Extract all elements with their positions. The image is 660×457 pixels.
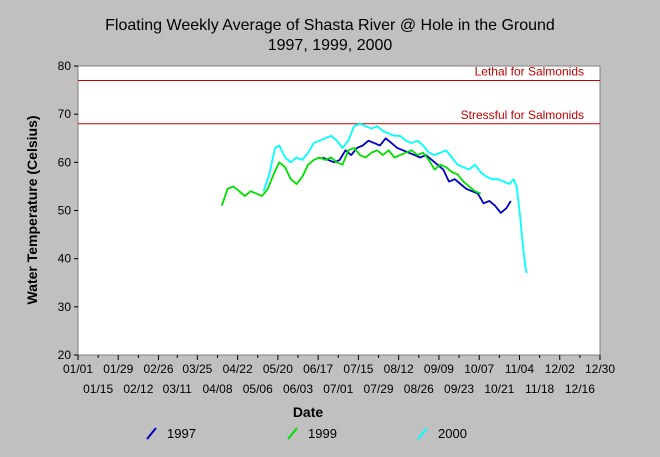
y-tick-label: 50: [58, 204, 72, 218]
legend: 1997 1999 2000: [146, 426, 467, 441]
x-tick-label: 01/29: [103, 362, 133, 376]
y-tick-label: 80: [58, 59, 72, 73]
x-tick-label: 05/06: [243, 382, 273, 396]
x-tick-label: 09/09: [424, 362, 454, 376]
legend-label: 1997: [167, 426, 196, 441]
series-line-1999: [220, 146, 481, 206]
chart-subtitle: 1997, 1999, 2000: [268, 37, 393, 54]
legend-label: 1999: [308, 426, 337, 441]
legend-swatch: [287, 427, 298, 440]
x-tick-label: 10/07: [464, 362, 494, 376]
x-tick-label: 12/02: [545, 362, 575, 376]
x-tick-label: 06/03: [283, 382, 313, 396]
plot-area: [77, 65, 601, 356]
x-tick-label: 08/26: [404, 382, 434, 396]
x-tick-label: 02/26: [144, 362, 174, 376]
x-axis: 01/01 01/29 02/26 03/25 04/22 05/20 06/17 07/15…: [63, 355, 615, 396]
y-tick-label: 60: [58, 155, 72, 169]
y-tick-label: 40: [58, 252, 72, 266]
x-tick-label: 08/12: [384, 362, 414, 376]
chart-title: Floating Weekly Average of Shasta River …: [105, 17, 555, 34]
x-tick-label: 03/11: [163, 382, 192, 396]
y-tick-label: 70: [58, 107, 72, 121]
y-tick-label: 20: [58, 348, 72, 362]
x-tick-label: 12/30: [585, 362, 615, 376]
reference-line-label: Stressful for Salmonids: [461, 108, 584, 122]
y-axis: 20 30 40 50 60 70 80: [58, 59, 78, 362]
x-tick-label: 07/15: [343, 362, 373, 376]
series-lines: [220, 122, 528, 274]
x-tick-label: 01/15: [83, 382, 113, 396]
y-tick-label: 30: [58, 300, 72, 314]
x-tick-label: 11/18: [525, 382, 554, 396]
x-tick-label: 07/29: [364, 382, 394, 396]
x-tick-label: 06/17: [303, 362, 333, 376]
reference-line-label: Lethal for Salmonids: [475, 64, 584, 78]
y-axis-title: Water Temperature (Celsius): [24, 115, 40, 304]
x-tick-label: 01/01: [63, 362, 93, 376]
reference-lines: Lethal for Salmonids Stressful for Salmon…: [78, 64, 600, 125]
x-axis-title: Date: [293, 404, 324, 420]
series-line-1997: [322, 137, 512, 214]
x-tick-label: 05/20: [263, 362, 293, 376]
x-tick-label: 10/21: [484, 382, 514, 396]
x-tick-label: 07/01: [323, 382, 353, 396]
x-tick-label: 04/08: [202, 382, 232, 396]
legend-swatch: [146, 427, 157, 440]
x-tick-label: 03/25: [182, 362, 212, 376]
x-tick-label: 02/12: [123, 382, 153, 396]
legend-swatch: [417, 427, 428, 440]
legend-label: 2000: [438, 426, 467, 441]
x-tick-label: 09/23: [444, 382, 474, 396]
x-tick-label: 11/04: [505, 362, 534, 376]
x-tick-label: 12/16: [565, 382, 595, 396]
x-tick-label: 04/22: [223, 362, 253, 376]
series-line-2000: [262, 122, 528, 274]
